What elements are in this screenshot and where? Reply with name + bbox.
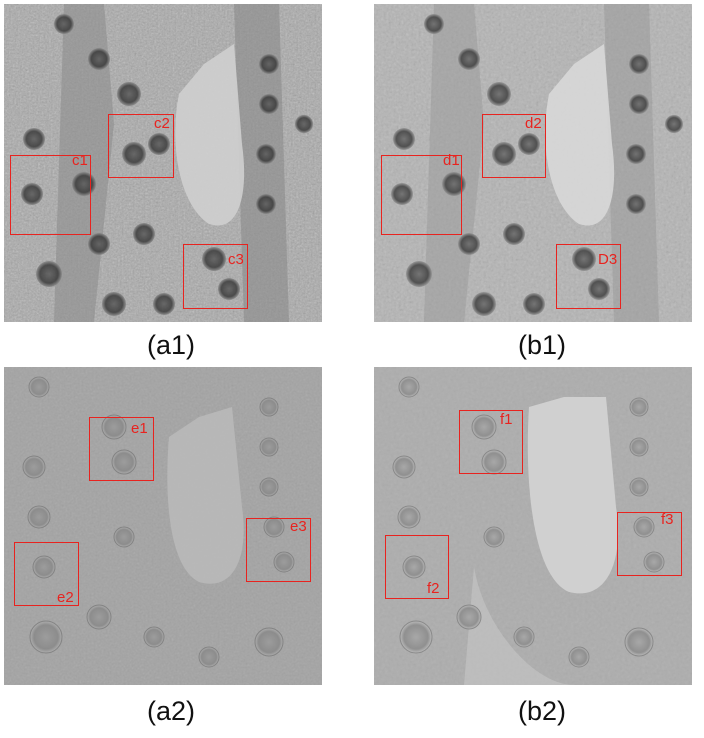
roi-box-c3 — [183, 244, 248, 309]
roi-box-e3 — [246, 518, 311, 582]
roi-box-c1 — [10, 155, 91, 235]
roi-label-c3: c3 — [228, 251, 244, 268]
roi-label-c1: c1 — [72, 152, 88, 169]
roi-box-d2 — [482, 114, 546, 178]
roi-label-f3: f3 — [661, 511, 674, 528]
roi-box-f1 — [459, 410, 523, 474]
roi-label-d1: d1 — [443, 152, 460, 169]
roi-box-f3 — [617, 512, 682, 576]
caption-a2: (a2) — [146, 696, 195, 726]
roi-label-e3: e3 — [290, 518, 307, 535]
roi-label-e2: e2 — [57, 589, 74, 606]
caption-b2: (b2) — [517, 696, 566, 726]
micrograph-a2 — [4, 367, 322, 685]
panel-a1-image — [4, 4, 322, 322]
micrograph-a1 — [4, 4, 322, 322]
roi-box-e1 — [89, 417, 154, 481]
caption-a1: (a1) — [146, 330, 195, 360]
panel-b2-image — [374, 367, 692, 685]
roi-label-D3: D3 — [598, 251, 618, 268]
roi-box-d1 — [381, 155, 462, 235]
caption-b1: (b1) — [517, 330, 566, 360]
roi-label-e1: e1 — [131, 420, 148, 437]
roi-label-d2: d2 — [525, 115, 542, 132]
roi-label-f2: f2 — [427, 580, 440, 597]
micrograph-b1 — [374, 4, 692, 322]
panel-b1-image — [374, 4, 692, 322]
roi-label-f1: f1 — [500, 411, 513, 428]
micrograph-b2 — [374, 367, 692, 685]
panel-a2-image — [4, 367, 322, 685]
roi-label-c2: c2 — [154, 115, 170, 132]
roi-box-c2 — [108, 114, 174, 178]
roi-box-e2 — [14, 542, 79, 606]
roi-box-D3 — [556, 244, 621, 309]
roi-box-f2 — [385, 535, 449, 599]
